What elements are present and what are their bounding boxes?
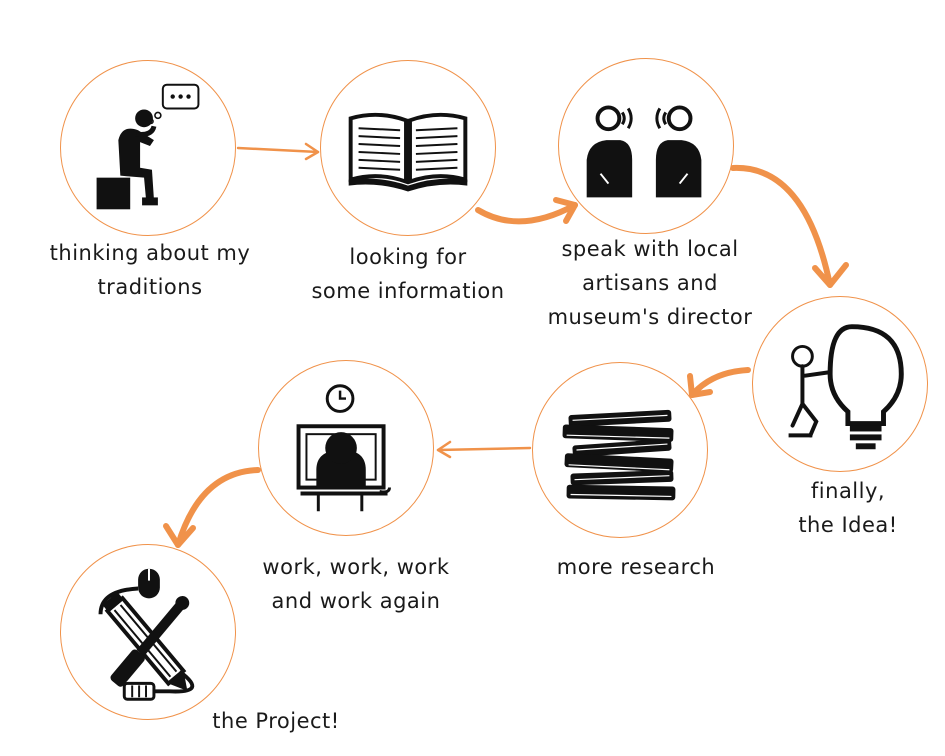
step-3-circle — [558, 58, 734, 234]
thinking-person-icon — [96, 83, 200, 210]
step-2-circle — [320, 60, 496, 236]
computer-work-icon — [296, 384, 391, 512]
step-1-label: thinking about my traditions — [49, 241, 251, 299]
arrow-3-to-4 — [730, 164, 849, 288]
step-2-label: looking for some information — [311, 245, 505, 303]
step-4-label: finally, the Idea! — [798, 479, 898, 537]
lightbulb-icon — [788, 324, 904, 450]
step-7-circle — [60, 544, 236, 720]
step-7-label: the Project! — [212, 709, 340, 733]
step-6-label: work, work, work and work again — [262, 555, 450, 613]
arrow-5-to-6 — [436, 440, 532, 459]
step-6-circle — [258, 360, 434, 536]
step-4-circle — [752, 296, 928, 472]
book-stack-icon — [562, 409, 676, 501]
arrow-6-to-7 — [163, 467, 261, 548]
step-5-label: more research — [556, 555, 716, 579]
arrow-2-to-3 — [475, 197, 578, 225]
arrow-4-to-5 — [687, 367, 751, 398]
design-tools-icon — [98, 568, 195, 701]
step-3-label: speak with local artisans and museum's d… — [547, 237, 753, 329]
conversation-icon — [586, 105, 702, 198]
open-book-icon — [348, 112, 468, 192]
step-5-circle — [532, 362, 708, 538]
step-1-circle — [60, 60, 236, 236]
arrow-1-to-2 — [236, 142, 320, 161]
